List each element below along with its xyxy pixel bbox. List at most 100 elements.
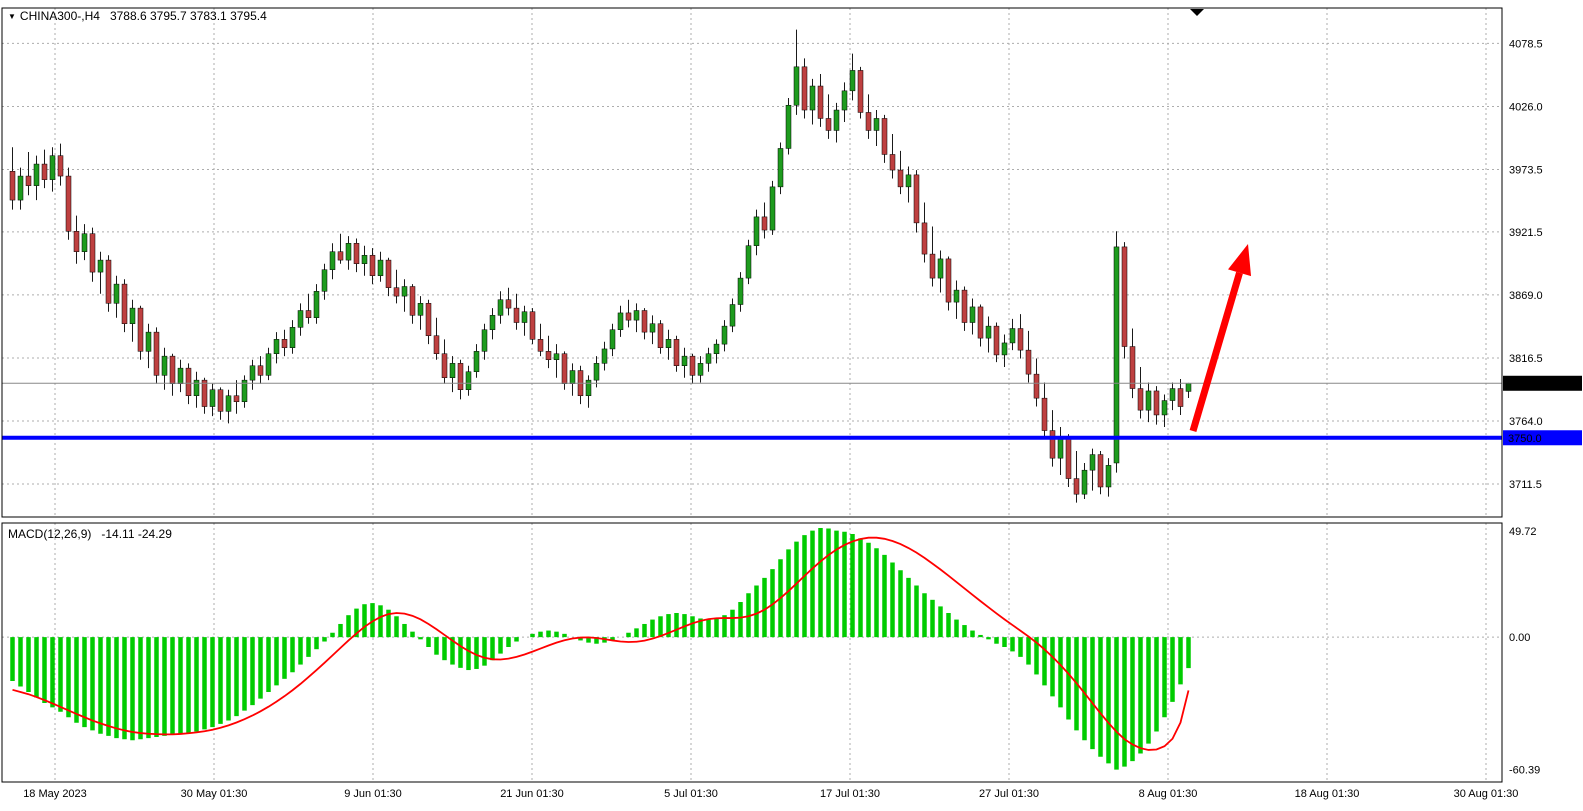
candle	[1129, 328, 1136, 399]
candle	[953, 280, 960, 319]
candle	[513, 293, 520, 330]
time-axis-label: 18 Aug 01:30	[1295, 788, 1360, 800]
candle	[1033, 358, 1040, 407]
candle	[425, 299, 432, 345]
support-price-tag-label: 3750.0	[1508, 433, 1542, 445]
candle	[945, 256, 952, 311]
candle	[1073, 450, 1080, 503]
time-axis[interactable]: 18 May 2023 30 May 01:30 9 Jun 01:30 21 Jun…	[23, 788, 1518, 800]
candle	[1009, 318, 1016, 351]
candle	[385, 257, 392, 297]
candle	[97, 251, 104, 294]
candle	[985, 316, 992, 353]
symbol-marker-icon: ▼	[8, 12, 16, 21]
price-panel-frame	[1, 7, 1503, 518]
candle	[225, 389, 232, 424]
candle	[73, 215, 80, 264]
candle	[57, 143, 64, 186]
candle	[577, 365, 584, 405]
candle	[673, 335, 680, 372]
candle	[633, 303, 640, 333]
candle	[121, 279, 128, 333]
time-axis-label: 18 May 2023	[23, 788, 87, 800]
candle	[1161, 394, 1168, 427]
candle	[193, 371, 200, 408]
candle	[1089, 448, 1096, 491]
candle	[737, 272, 744, 312]
price-axis-label: 3711.5	[1509, 479, 1542, 491]
candle	[113, 275, 120, 318]
candle	[489, 308, 496, 340]
candle	[1153, 386, 1160, 425]
candle	[689, 353, 696, 384]
candle	[825, 94, 832, 139]
candle	[1025, 330, 1032, 383]
candle	[833, 102, 840, 143]
candle	[745, 239, 752, 285]
candle	[1081, 462, 1088, 499]
macd-histogram	[10, 528, 1191, 770]
price-axis-label: 3973.5	[1509, 164, 1543, 176]
candle	[753, 209, 760, 256]
candle	[865, 94, 872, 139]
candle	[1121, 242, 1128, 359]
price-axis-label: 3764.0	[1509, 416, 1543, 428]
trend-arrow[interactable]	[1189, 271, 1243, 432]
candle	[681, 347, 688, 378]
macd-axis-label: 49.72	[1509, 526, 1537, 538]
price-axis-label: 4078.5	[1509, 38, 1543, 50]
candle	[65, 167, 72, 240]
candle	[89, 227, 96, 282]
candle	[801, 58, 808, 119]
candle	[313, 284, 320, 324]
candle	[785, 98, 792, 155]
time-axis-label: 17 Jul 01:30	[820, 788, 880, 800]
candle	[17, 167, 24, 210]
candle	[321, 263, 328, 300]
candle	[1113, 231, 1120, 473]
candle	[809, 78, 816, 125]
candle	[209, 383, 216, 417]
candle	[1185, 382, 1192, 399]
price-axis[interactable]: 4078.5 4026.0 3973.5 3921.5 3869.0 3816.5 3764…	[1509, 38, 1543, 776]
candle	[585, 375, 592, 408]
candle	[273, 332, 280, 364]
symbol-period: CHINA300-,H4	[19, 9, 100, 23]
chart-shift-marker-icon[interactable]	[1190, 9, 1204, 16]
chart-header: ▼ CHINA300-,H4 3788.6 3795.7 3783.1 3795.4	[8, 9, 267, 23]
candle	[465, 365, 472, 396]
time-axis-label: 27 Jul 01:30	[979, 788, 1039, 800]
candle	[657, 320, 664, 354]
candle	[177, 359, 184, 393]
candle	[841, 82, 848, 123]
candle	[497, 291, 504, 324]
candle	[609, 323, 616, 357]
candle	[721, 320, 728, 352]
candle	[289, 320, 296, 354]
candle	[593, 356, 600, 388]
candle	[921, 202, 928, 263]
candle	[145, 323, 152, 369]
candle	[81, 224, 88, 261]
candle	[361, 245, 368, 276]
candle	[769, 180, 776, 235]
candle	[1145, 382, 1152, 423]
trend-arrow-head[interactable]	[1228, 244, 1252, 277]
time-axis-label: 8 Aug 01:30	[1139, 788, 1198, 800]
price-axis-label: 3816.5	[1509, 353, 1543, 365]
candle	[545, 335, 552, 369]
candle	[1169, 382, 1176, 411]
candle	[529, 308, 536, 345]
candle	[969, 298, 976, 335]
candle	[961, 286, 968, 331]
candle	[601, 341, 608, 371]
candle	[473, 344, 480, 378]
candle	[993, 322, 1000, 363]
candle	[977, 304, 984, 347]
candle	[1041, 382, 1048, 439]
candles	[9, 29, 1192, 503]
candle	[505, 287, 512, 316]
candle	[537, 323, 544, 357]
candle	[393, 269, 400, 304]
